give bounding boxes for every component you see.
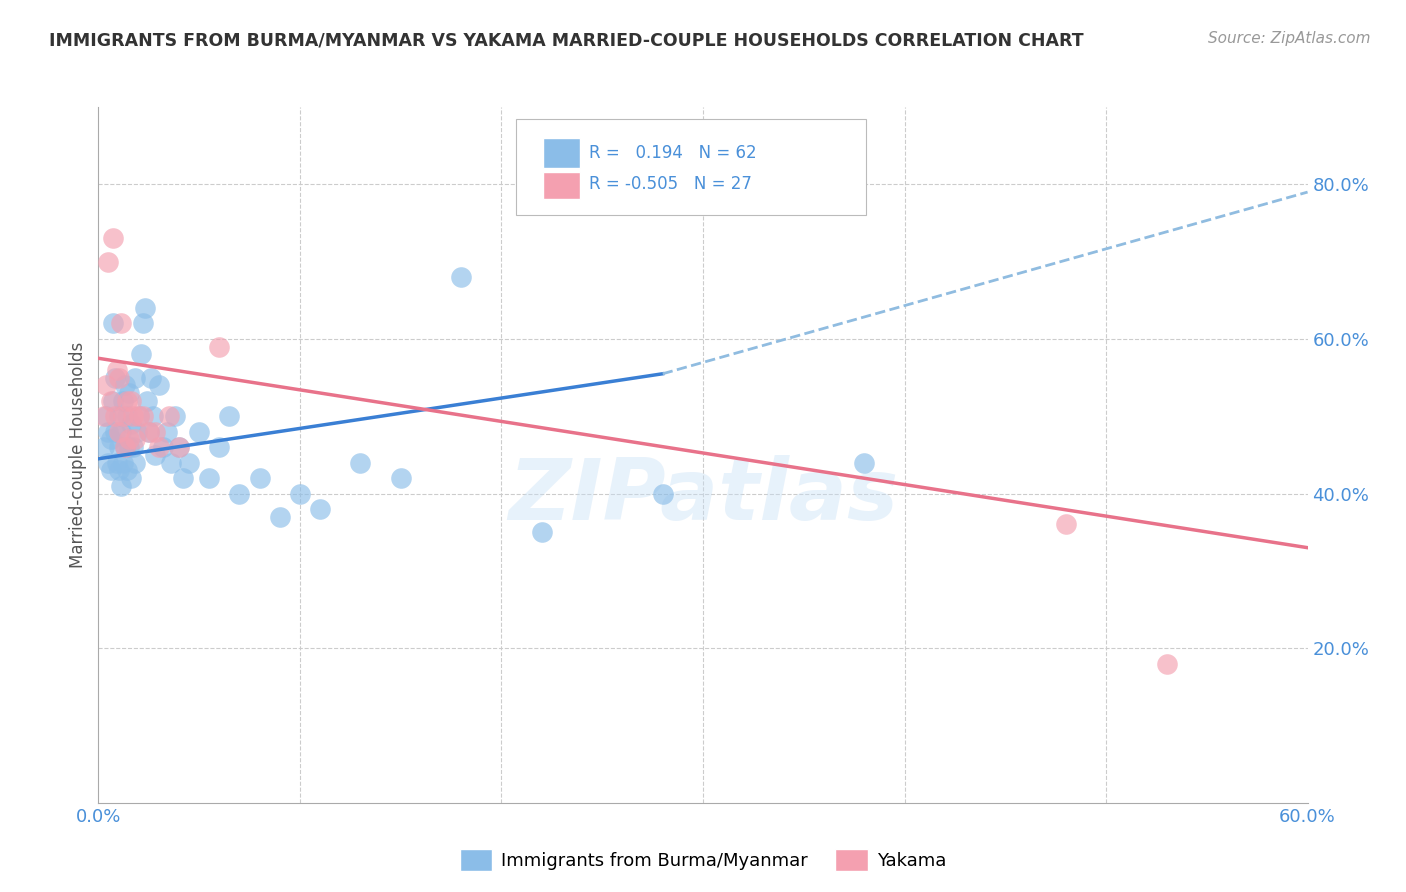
Point (134, 301, 156, 315)
Point (125, 425, 148, 439)
Point (114, 440, 136, 454)
Text: IMMIGRANTS FROM BURMA/MYANMAR VS YAKAMA MARRIED-COUPLE HOUSEHOLDS CORRELATION CH: IMMIGRANTS FROM BURMA/MYANMAR VS YAKAMA … (49, 31, 1084, 49)
Point (93, 409, 115, 424)
Point (110, 317, 132, 331)
Point (389, 471, 412, 485)
Point (121, 409, 143, 424)
Point (128, 409, 150, 424)
Point (129, 347, 152, 361)
Point (188, 425, 211, 439)
Point (167, 440, 190, 454)
Point (172, 471, 194, 485)
Point (853, 456, 876, 470)
Point (100, 463, 122, 477)
Point (115, 393, 138, 408)
Point (118, 440, 141, 454)
Point (143, 425, 166, 439)
Point (120, 417, 142, 431)
Point (118, 386, 141, 401)
Point (115, 463, 138, 477)
Point (100, 393, 122, 408)
Point (124, 456, 146, 470)
Point (111, 456, 134, 470)
Point (120, 393, 142, 408)
FancyBboxPatch shape (543, 137, 579, 169)
Point (115, 409, 138, 424)
Text: R = -0.505   N = 27: R = -0.505 N = 27 (589, 175, 752, 194)
Point (450, 270, 472, 285)
Point (110, 479, 132, 493)
Point (111, 409, 134, 424)
Point (1156, 657, 1178, 671)
Point (105, 363, 128, 377)
Point (107, 463, 129, 477)
Point (93, 440, 115, 454)
Point (1054, 517, 1077, 532)
Point (228, 486, 250, 500)
Y-axis label: Married-couple Households: Married-couple Households (69, 342, 87, 568)
Point (101, 231, 124, 245)
Point (96, 409, 118, 424)
Point (148, 440, 170, 454)
Point (530, 525, 553, 540)
Text: ZIPatlas: ZIPatlas (508, 455, 898, 538)
Point (103, 370, 125, 384)
Point (143, 448, 166, 462)
Point (96, 378, 118, 392)
Point (114, 378, 136, 392)
Point (101, 393, 124, 408)
Point (152, 440, 174, 454)
Point (138, 425, 160, 439)
Point (118, 433, 141, 447)
Point (100, 433, 122, 447)
Point (349, 456, 371, 470)
Point (651, 486, 673, 500)
Point (208, 340, 231, 354)
Point (128, 409, 150, 424)
Point (120, 471, 142, 485)
Point (111, 393, 134, 408)
Point (132, 317, 155, 331)
Text: R =   0.194   N = 62: R = 0.194 N = 62 (589, 144, 756, 162)
Point (249, 471, 271, 485)
Point (218, 409, 240, 424)
Point (309, 502, 332, 516)
Point (107, 425, 129, 439)
Point (124, 370, 146, 384)
Point (121, 440, 143, 454)
Point (148, 378, 170, 392)
Point (208, 440, 231, 454)
Point (139, 370, 162, 384)
Point (124, 433, 146, 447)
Point (110, 425, 132, 439)
Point (167, 440, 190, 454)
Point (179, 456, 201, 470)
Point (97, 254, 120, 268)
Point (107, 409, 129, 424)
Point (114, 440, 136, 454)
Text: Source: ZipAtlas.com: Source: ZipAtlas.com (1208, 31, 1371, 46)
Point (160, 456, 183, 470)
Point (138, 425, 160, 439)
Point (198, 471, 221, 485)
FancyBboxPatch shape (543, 172, 579, 199)
Point (269, 509, 291, 524)
Legend: Immigrants from Burma/Myanmar, Yakama: Immigrants from Burma/Myanmar, Yakama (453, 842, 953, 879)
Point (132, 409, 155, 424)
Point (107, 370, 129, 384)
Point (135, 393, 157, 408)
Point (103, 409, 125, 424)
Point (107, 440, 129, 454)
Point (97, 425, 120, 439)
Point (97, 456, 120, 470)
Point (105, 456, 128, 470)
Point (101, 317, 124, 331)
Point (163, 409, 186, 424)
Point (157, 409, 180, 424)
Point (142, 409, 165, 424)
Point (288, 486, 311, 500)
Point (103, 425, 125, 439)
FancyBboxPatch shape (516, 119, 866, 215)
Point (156, 425, 179, 439)
